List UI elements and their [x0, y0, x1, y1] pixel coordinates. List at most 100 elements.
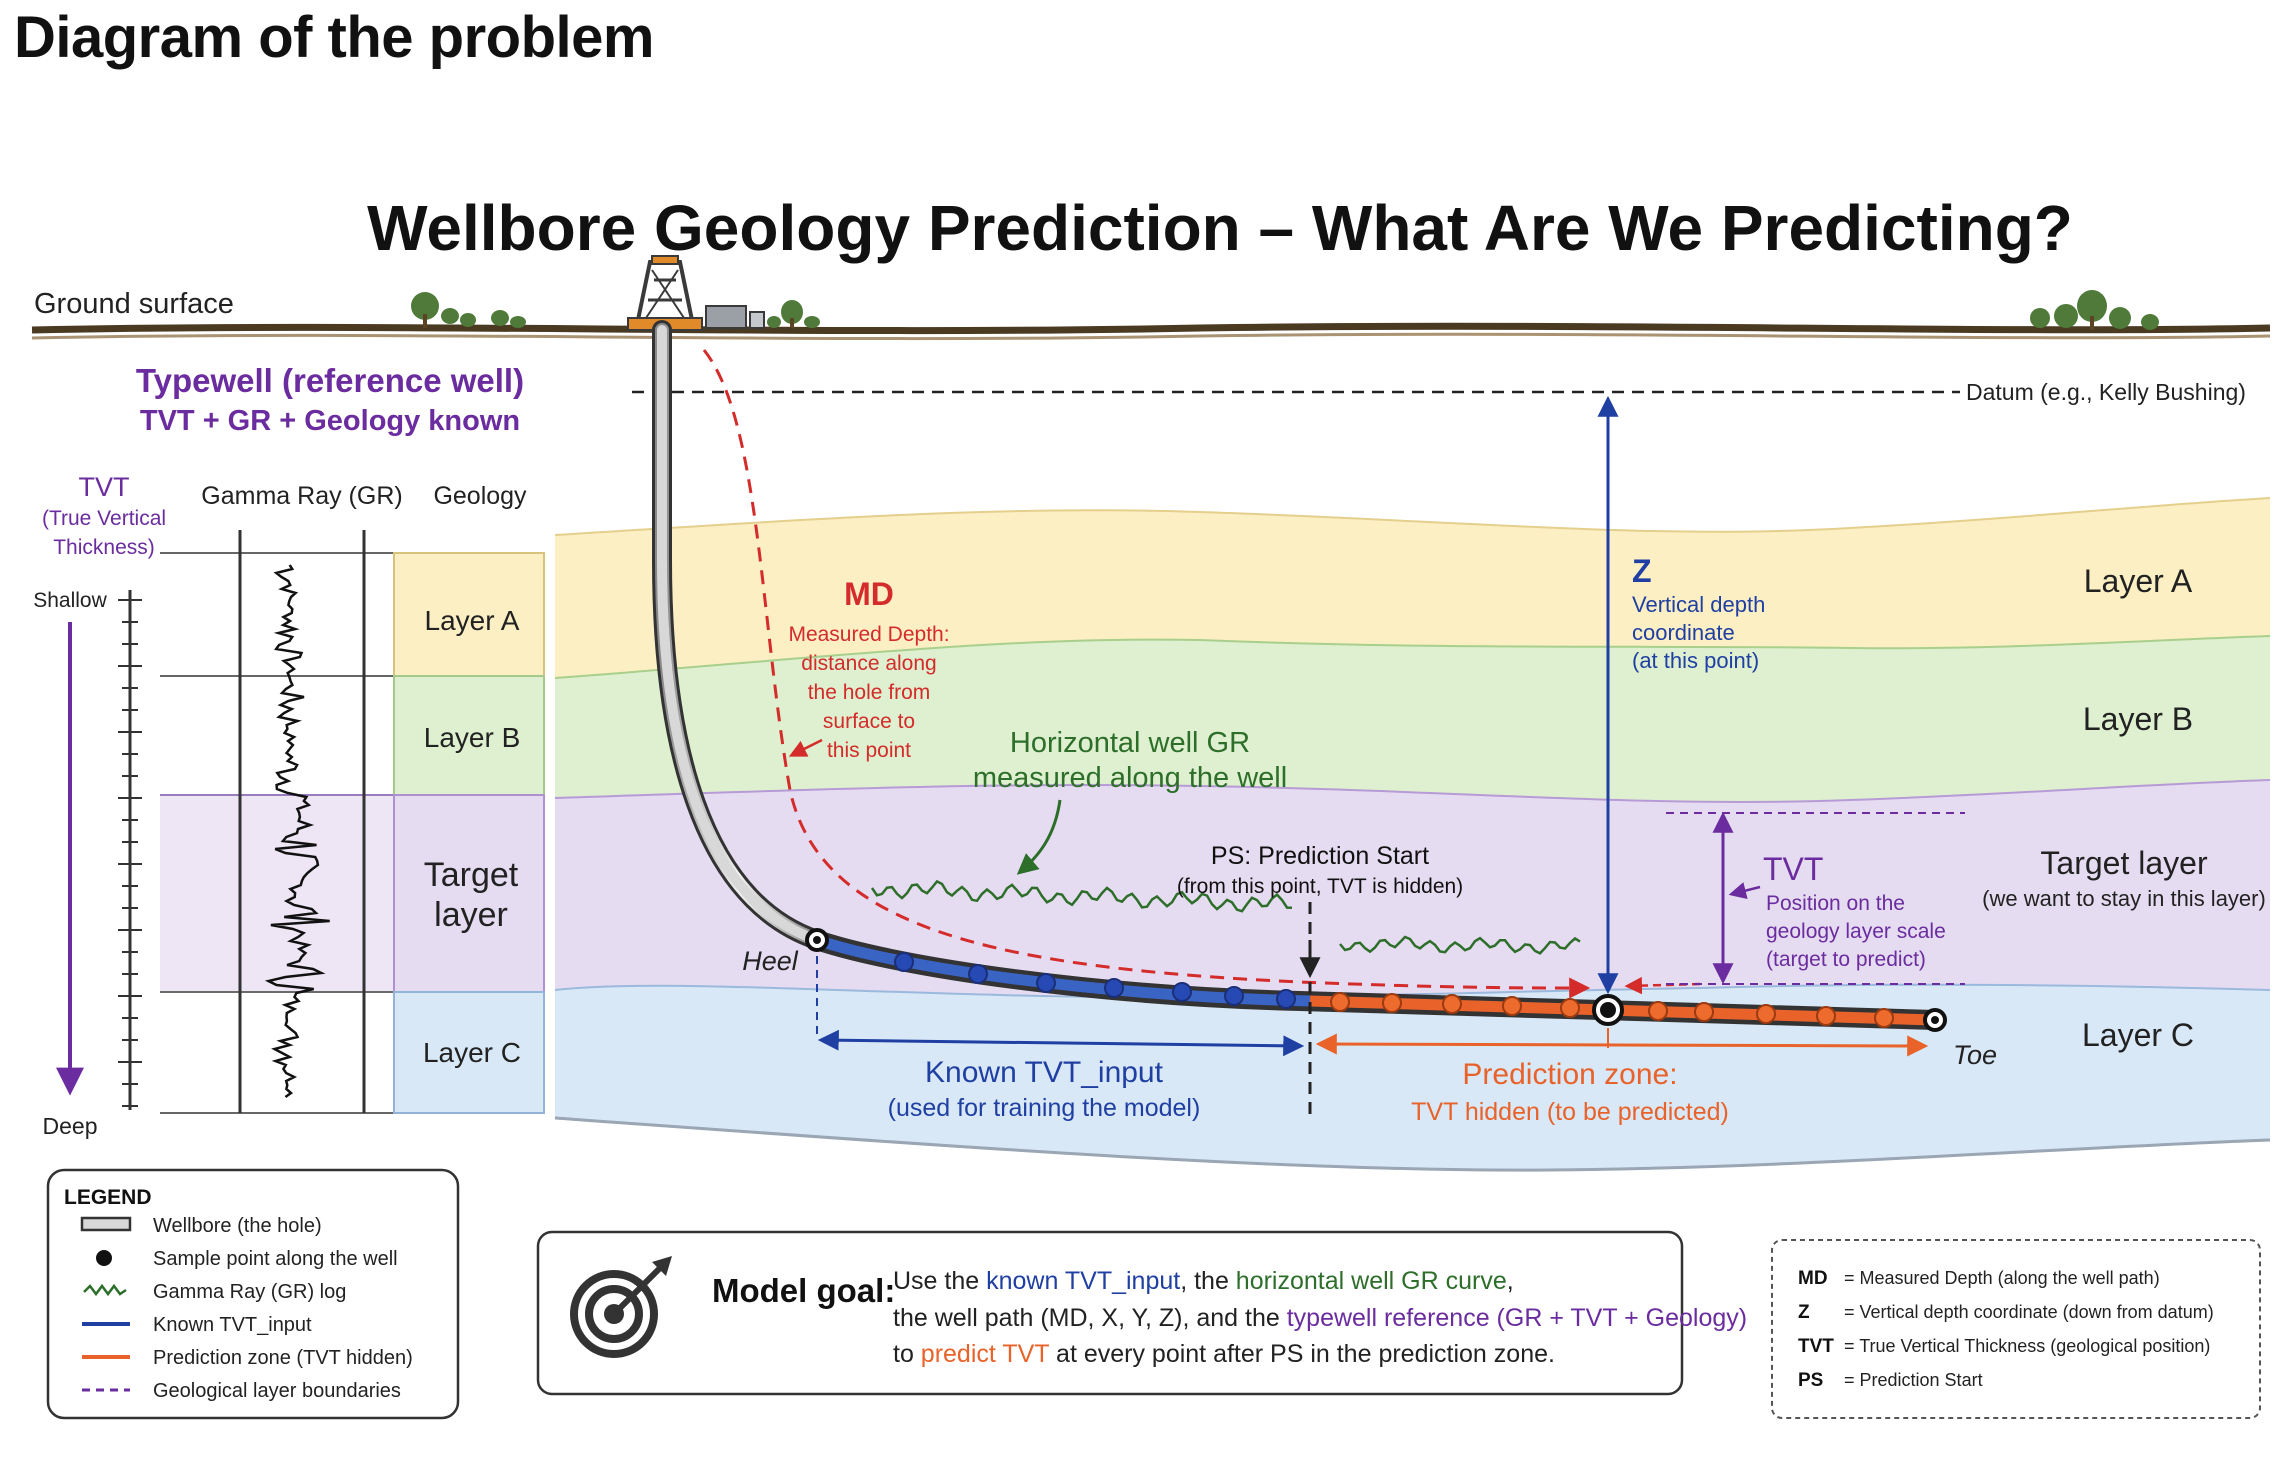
horizontal-gr-title-2: measured along the well	[973, 762, 1287, 794]
typewell-gr-log	[264, 564, 330, 1099]
prediction-sub: TVT hidden (to be predicted)	[1411, 1098, 1729, 1126]
md-line-1: Measured Depth:	[788, 623, 949, 646]
md-line-4: surface to	[823, 710, 915, 733]
z-line-2: coordinate	[1632, 620, 1735, 645]
geology-target-label-1: Target	[424, 856, 519, 894]
layer-c-label: Layer C	[2082, 1017, 2194, 1053]
tvt-axis-sub2: Thickness)	[53, 536, 155, 559]
geology-target-label-2: layer	[434, 896, 508, 934]
z-title: Z	[1632, 553, 1652, 589]
ground-surface-label: Ground surface	[34, 288, 234, 320]
legend-gr-swatch	[83, 1283, 127, 1297]
tvt-line-1: Position on the	[1766, 892, 1905, 915]
geology-layers	[554, 497, 2271, 1172]
gr-column-label: Gamma Ray (GR)	[201, 482, 402, 510]
ps-title: PS: Prediction Start	[1211, 842, 1429, 870]
z-line-1: Vertical depth	[1632, 592, 1765, 617]
page-title: Diagram of the problem	[14, 5, 654, 70]
layer-b-label: Layer B	[2083, 701, 2193, 737]
geology-box-target	[393, 794, 545, 993]
abbrev-md-key: MD	[1798, 1268, 1828, 1289]
model-goal-line-1: Use the known TVT_input, the horizontal …	[893, 1267, 1514, 1295]
legend-sample-point: Sample point along the well	[153, 1248, 398, 1270]
known-tvt-segment	[815, 934, 1311, 1007]
abbrev-tvt-key: TVT	[1798, 1336, 1834, 1357]
tree-icon	[767, 300, 820, 328]
legend: LEGEND Wellbore (the hole) Sample point …	[46, 1168, 460, 1420]
geology-box-layer-c	[393, 991, 545, 1114]
sample-point-prediction	[1874, 1008, 1894, 1028]
legend-gr-log: Gamma Ray (GR) log	[153, 1281, 346, 1303]
tree-icon	[2030, 290, 2159, 330]
sample-point-prediction	[1382, 993, 1402, 1013]
legend-title: LEGEND	[64, 1186, 152, 1209]
geology-layer-b-label: Layer B	[424, 722, 521, 753]
heel-label: Heel	[742, 946, 799, 976]
legend-wellbore-swatch	[80, 1216, 132, 1232]
sample-point-known	[1224, 986, 1244, 1006]
sample-point-prediction	[1756, 1004, 1776, 1024]
tvt-title: TVT	[1763, 851, 1823, 887]
md-line-3: the hole from	[808, 681, 931, 704]
sample-point-prediction	[1560, 998, 1580, 1018]
sample-point-prediction	[1816, 1006, 1836, 1026]
deep-label: Deep	[43, 1113, 98, 1139]
sample-point-prediction	[1502, 996, 1522, 1016]
model-goal-box: Model goal: Use the known TVT_input, the…	[536, 1230, 1747, 1396]
geology-box-layer-a	[393, 552, 545, 677]
md-pointer-arrow	[788, 738, 823, 757]
model-goal-line-3: to predict TVT at every point after PS i…	[893, 1340, 1555, 1368]
sample-points	[894, 952, 1894, 1028]
sample-point-known	[1172, 982, 1192, 1002]
md-line-5: this point	[827, 739, 911, 762]
legend-layer-boundaries: Geological layer boundaries	[153, 1380, 401, 1402]
drilling-rig-icon	[627, 255, 765, 331]
known-title: Known TVT_input	[925, 1056, 1164, 1089]
sample-point-known	[968, 964, 988, 984]
sample-point-known	[1276, 989, 1296, 1009]
tvt-depth-axis	[118, 590, 142, 1110]
diagram-title: Wellbore Geology Prediction – What Are W…	[367, 192, 2073, 264]
ps-subtitle: (from this point, TVT is hidden)	[1177, 875, 1463, 898]
sample-point-prediction	[1694, 1002, 1714, 1022]
sample-point-prediction	[1442, 994, 1462, 1014]
target-layer-label: Target layer	[2040, 845, 2208, 881]
datum-label: Datum (e.g., Kelly Bushing)	[1966, 379, 2246, 405]
sample-point-known	[894, 952, 914, 972]
geology-column-label: Geology	[433, 482, 527, 510]
abbrev-md-text: = Measured Depth (along the well path)	[1844, 1268, 2160, 1288]
legend-sample-point-swatch	[96, 1250, 112, 1266]
ground-surface-line	[31, 322, 2271, 335]
legend-known-tvt: Known TVT_input	[153, 1314, 312, 1336]
sample-point-known	[1104, 978, 1124, 998]
geology-box-layer-b	[393, 675, 545, 796]
tvt-axis-sub1: (True Vertical	[42, 507, 166, 530]
sample-point-prediction	[1330, 992, 1350, 1012]
toe-label: Toe	[1953, 1040, 1997, 1070]
md-line-2: distance along	[801, 652, 936, 675]
horizontal-gr-title-1: Horizontal well GR	[1010, 727, 1250, 759]
geology-layer-c-label: Layer C	[423, 1037, 521, 1068]
shallow-label: Shallow	[33, 589, 107, 612]
tvt-line-2: geology layer scale	[1766, 920, 1946, 943]
md-dashed-path	[702, 349, 1591, 999]
horizontal-gr-pointer	[1016, 799, 1062, 875]
horizontal-gr-curve-hidden	[1339, 935, 1581, 955]
typewell-geology-column: Layer A Layer B Target layer Layer C	[393, 552, 545, 1114]
abbrev-ps-text: = Prediction Start	[1844, 1370, 1983, 1390]
md-title: MD	[844, 576, 894, 612]
tree-icon	[411, 292, 526, 328]
legend-wellbore: Wellbore (the hole)	[153, 1215, 322, 1237]
layer-b-band	[555, 636, 2270, 803]
model-goal-line-2: the well path (MD, X, Y, Z), and the typ…	[893, 1304, 1747, 1332]
sample-point-known	[1036, 973, 1056, 993]
abbrev-z-text: = Vertical depth coordinate (down from d…	[1844, 1302, 2214, 1322]
prediction-title: Prediction zone:	[1462, 1058, 1677, 1091]
target-icon	[570, 1256, 672, 1358]
legend-prediction-zone: Prediction zone (TVT hidden)	[153, 1347, 413, 1369]
sample-point-prediction	[1648, 1001, 1668, 1021]
tvt-line-3: (target to predict)	[1766, 948, 1926, 971]
known-sub: (used for training the model)	[888, 1094, 1201, 1122]
tvt-axis-label: TVT	[79, 472, 130, 502]
